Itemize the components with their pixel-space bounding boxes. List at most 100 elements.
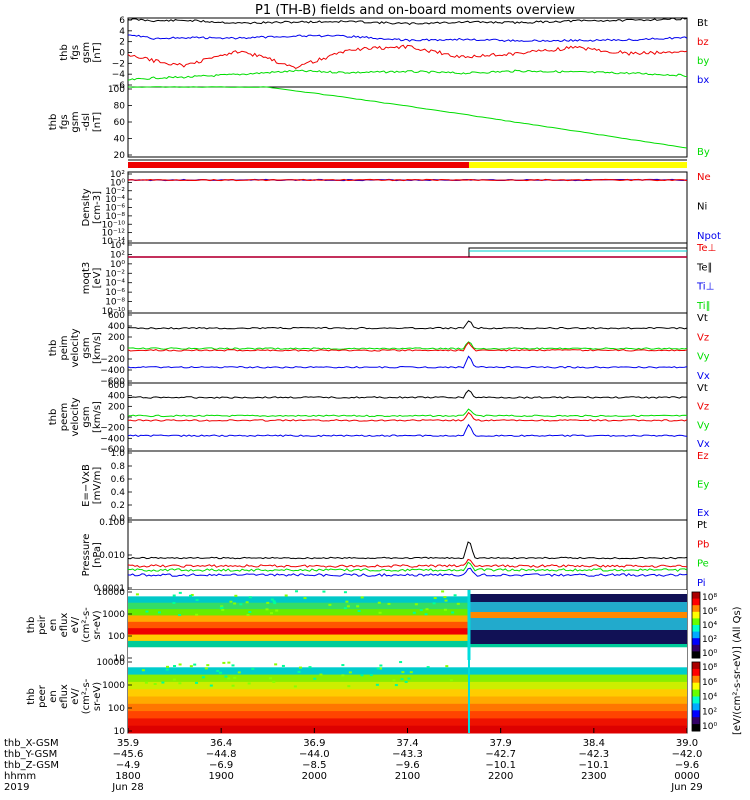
x-tick-label: 2000 [302, 771, 327, 782]
spectrogram-speck [269, 677, 273, 680]
spectrogram-band [128, 590, 687, 597]
x-tick-label: 36.9 [303, 738, 325, 749]
spectrogram-speck [178, 614, 182, 617]
y-axis-label: thb peir en eflux eV/(cm²-s-sr-eV) [26, 607, 103, 643]
y-axis-label: Pressure [nPa] [81, 534, 103, 577]
y-tick-label: 10⁻¹⁴ [102, 237, 126, 247]
spectrogram-speck [190, 593, 194, 596]
legend-entry: Ti⊥ [696, 282, 714, 293]
spectrogram-speck [273, 602, 277, 605]
y-axis-label-line: Density [81, 188, 92, 226]
y-axis-label-line: sr-eV) [92, 610, 103, 639]
plot-title: P1 (TH-B) fields and on-board moments ov… [255, 3, 575, 18]
y-axis-label-line: fgs [70, 45, 81, 60]
spectrogram-band [128, 703, 687, 712]
spectrogram-speck [453, 594, 457, 597]
spectrogram-speck [246, 613, 250, 616]
spectrogram-speck [343, 591, 347, 594]
mode-bar-segment [468, 162, 687, 168]
y-tick-label: 10⁻⁸ [105, 212, 125, 222]
series-line-vx [127, 355, 688, 369]
spectrogram-band [128, 628, 687, 636]
spectrogram-speck [275, 609, 279, 612]
legend-entry: Pi [697, 578, 706, 589]
series-line-bz [127, 44, 688, 69]
y-tick-label: 10⁻¹² [102, 229, 126, 239]
spectrogram-speck [209, 684, 213, 687]
legend-entry: Vy [697, 352, 710, 363]
y-axis-label-line: [mV/m] [92, 467, 103, 505]
y-axis-label: thb fgs gsm -dsl [nT] [48, 111, 103, 132]
y-axis-label-line: eflux [59, 613, 70, 638]
spectrogram-speck [297, 670, 301, 673]
colorbar-tick: 10² [702, 707, 717, 717]
spectrogram-speck [400, 678, 404, 681]
y-tick-label: −400 [100, 366, 125, 376]
y-tick-label: 10⁻⁸ [105, 298, 125, 308]
spectrogram-speck [443, 596, 447, 599]
spectrogram-speck [220, 605, 224, 608]
spectrogram-speck [378, 611, 382, 614]
spectrogram-band [128, 647, 687, 655]
x-tick-label: −45.6 [113, 749, 144, 760]
y-tick-label: 40 [114, 135, 126, 145]
spectrogram-speck [231, 684, 235, 687]
y-axis-label-line: peim [59, 335, 70, 360]
series-line-bx [127, 69, 688, 81]
spectrogram-speck [451, 611, 455, 614]
spectrogram-speck [443, 608, 447, 611]
y-tick-label: 100 [108, 704, 125, 714]
spectrogram-band [128, 640, 687, 648]
spectrogram-speck [248, 611, 252, 614]
y-tick-label: −4 [112, 70, 126, 80]
y-axis-label-line: eV/ [70, 616, 81, 633]
y-axis-label-line: (cm²-s- [81, 678, 92, 714]
colorbar-segment [692, 703, 700, 711]
legend-entry: Vz [697, 402, 709, 413]
series-line-pb [127, 558, 688, 568]
legend-entry: Bt [697, 18, 708, 29]
spectrogram-speck [195, 681, 199, 684]
y-axis-label-line: [nT] [92, 112, 103, 132]
spectrogram-speck [346, 605, 350, 608]
colorbar-segment [692, 651, 700, 659]
legend-entry: Ti∥ [696, 301, 711, 312]
spectrogram-speck [161, 681, 165, 684]
spectrogram-speck [237, 671, 241, 674]
spectrogram-speck [341, 674, 345, 677]
panel-frame [127, 17, 688, 88]
y-tick-label: 1.0 [111, 449, 126, 459]
x-tick-label: −44.8 [206, 749, 237, 760]
legend-entry: Vt [697, 313, 708, 324]
spectrogram-speck [319, 673, 323, 676]
spectrogram-speck [356, 605, 360, 608]
y-tick-label: −2 [112, 59, 125, 69]
spectrogram-speck [341, 664, 345, 667]
y-axis-label-line: gsm [81, 337, 92, 358]
colorbar-segment [692, 717, 700, 725]
x-tick-label: −9.6 [675, 760, 699, 771]
series-line-vx [127, 423, 688, 437]
y-axis-label-line: Pressure [81, 534, 92, 577]
panel-frame [127, 86, 688, 158]
panel-frame [127, 382, 688, 452]
colorbar-segment [692, 598, 700, 606]
legend-entry: Ey [697, 480, 709, 491]
spectrogram-speck [281, 664, 285, 667]
colorbar-segment [692, 662, 700, 670]
spectrogram-speck [272, 680, 276, 683]
legend-entry: bx [697, 75, 709, 86]
spectrogram-speck [172, 678, 176, 681]
colorbar-segment [692, 638, 700, 646]
spectrogram-speck [201, 676, 205, 679]
x-tick-label: 0000 [674, 771, 699, 782]
x-tick-label: −42.7 [485, 749, 516, 760]
y-tick-label: 0 [119, 49, 125, 59]
spectrogram-speck [449, 679, 453, 682]
y-tick-label: 10⁰ [110, 178, 125, 188]
y-tick-label: 0.100 [99, 518, 125, 528]
colorbar-segment [692, 724, 700, 732]
y-tick-label: 10⁻⁴ [105, 195, 125, 205]
x-tick-label: 37.4 [396, 738, 418, 749]
